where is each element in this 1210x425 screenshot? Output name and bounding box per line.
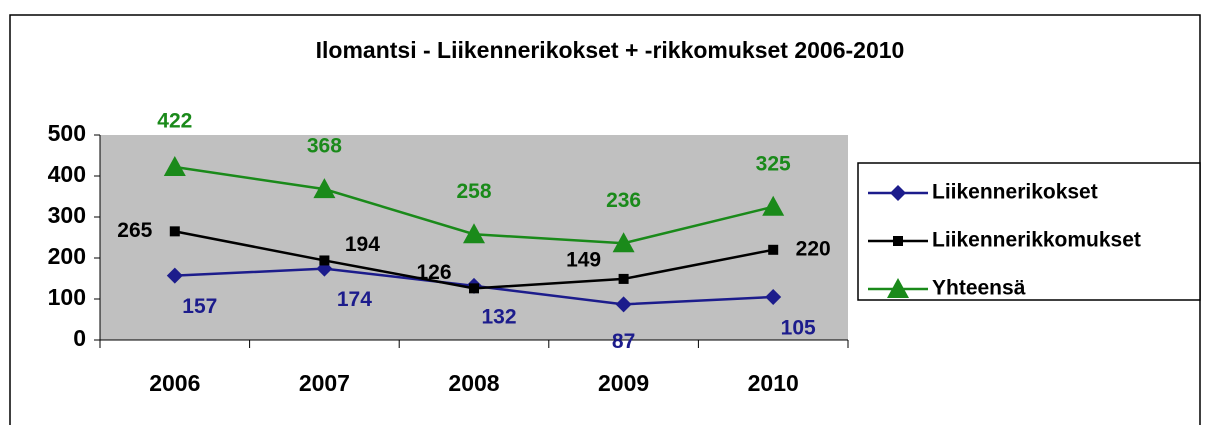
y-tick-label: 200: [48, 243, 86, 269]
y-tick-label: 500: [48, 120, 86, 146]
marker: [615, 296, 632, 313]
y-tick-label: 0: [73, 325, 86, 351]
data-label: 132: [481, 305, 516, 328]
y-tick-label: 400: [48, 161, 86, 187]
marker: [166, 267, 183, 284]
data-label: 325: [756, 152, 791, 175]
data-label: 368: [307, 135, 342, 158]
marker: [890, 185, 906, 201]
data-label: 194: [345, 233, 380, 256]
x-tick-label: 2010: [748, 370, 799, 396]
marker: [469, 283, 479, 294]
legend-label: Liikennerikkomukset: [932, 229, 1141, 252]
data-label: 87: [612, 330, 635, 353]
data-label: 220: [796, 237, 831, 260]
x-tick-label: 2006: [149, 370, 200, 396]
marker: [463, 223, 485, 244]
marker: [765, 288, 782, 305]
x-tick-label: 2008: [448, 370, 499, 396]
x-tick-label: 2007: [299, 370, 350, 396]
data-label: 422: [157, 110, 192, 133]
marker: [169, 226, 180, 237]
marker: [319, 255, 330, 266]
marker: [887, 278, 909, 298]
marker: [768, 244, 779, 255]
data-label: 174: [337, 288, 372, 311]
marker: [618, 273, 629, 284]
data-label: 236: [606, 189, 641, 212]
marker: [893, 236, 903, 246]
marker: [612, 232, 635, 253]
y-tick-label: 100: [48, 284, 86, 310]
marker: [313, 178, 336, 199]
marker: [762, 195, 785, 216]
data-label: 265: [117, 219, 152, 242]
legend: [857, 162, 1201, 301]
chart-title: Ilomantsi - Liikennerikokset + -rikkomuk…: [316, 37, 905, 63]
y-tick-label: 300: [48, 202, 86, 228]
marker: [163, 155, 186, 176]
data-label: 157: [182, 295, 217, 318]
data-label: 126: [416, 261, 451, 284]
legend-label: Yhteensä: [932, 277, 1026, 300]
data-label: 149: [566, 248, 601, 271]
data-label: 258: [456, 180, 491, 203]
data-label: 105: [781, 316, 816, 339]
legend-label: Liikennerikokset: [932, 181, 1098, 204]
x-tick-label: 2009: [598, 370, 649, 396]
